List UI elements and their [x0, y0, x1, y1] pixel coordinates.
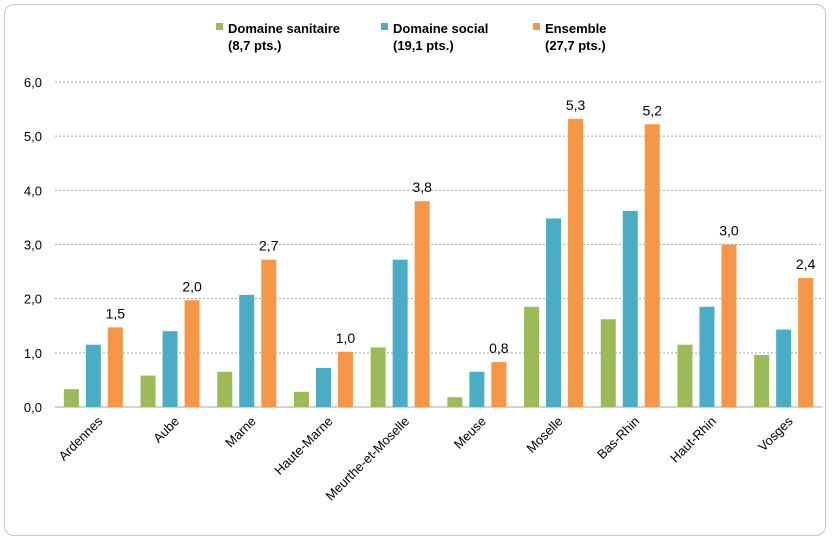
legend: Domaine sanitaire (8,7 pts.) Domaine socia…	[216, 21, 606, 53]
legend-label: Ensemble	[545, 21, 606, 36]
bar-domaine-social	[469, 371, 485, 407]
legend-sublabel: (8,7 pts.)	[228, 38, 281, 53]
x-tick-label: Haut-Rhin	[667, 414, 719, 466]
bar-ensemble	[184, 300, 200, 407]
bar-ensemble	[491, 362, 507, 407]
bar-domaine-social	[392, 259, 408, 407]
data-label: 1,0	[336, 330, 356, 346]
legend-swatch	[381, 23, 388, 30]
bar-domaine-sanitaire	[63, 389, 79, 407]
bar-ensemble	[261, 259, 277, 407]
x-tick-label: Meurthe-et-Moselle	[322, 414, 412, 504]
bar-domaine-social	[699, 306, 715, 407]
gridlines	[55, 81, 822, 408]
data-label: 3,8	[412, 179, 432, 195]
bar-ensemble	[414, 201, 430, 407]
data-label: 2,4	[796, 256, 816, 272]
y-tick-label: 6,0	[24, 75, 42, 90]
data-label: 3,0	[719, 223, 739, 239]
bar-domaine-sanitaire	[293, 391, 309, 407]
x-axis: Ardennes Aube Marne Haute-MarneMeurthe-et-M…	[56, 413, 797, 503]
y-tick-label: 4,0	[24, 183, 42, 198]
y-tick-label: 2,0	[24, 292, 42, 307]
legend-label: Domaine social	[393, 21, 488, 36]
data-label: 1,5	[106, 305, 126, 321]
legend-swatch	[533, 23, 540, 30]
y-axis: 0,0 1,0 2,0 3,0 4,0 5,0 6,0	[24, 75, 42, 415]
data-labels: 1,5 2,0 2,7 1,0 3,8 0,8 5,3 5,2 3,0 2,4	[106, 97, 816, 356]
x-tick-label: Marne	[222, 414, 259, 451]
bar-domaine-sanitaire	[524, 306, 540, 407]
legend-sublabel: (27,7 pts.)	[545, 38, 606, 53]
legend-label: Domaine sanitaire	[228, 21, 340, 36]
x-tick-label: Bas-Rhin	[594, 414, 642, 462]
bar-ensemble	[337, 351, 353, 407]
bar-domaine-social	[85, 344, 101, 407]
data-label: 2,0	[182, 278, 202, 294]
y-tick-label: 3,0	[24, 238, 42, 253]
data-label: 5,3	[566, 97, 586, 113]
bar-domaine-social	[162, 331, 178, 407]
y-tick-label: 0,0	[24, 400, 42, 415]
bar-domaine-sanitaire	[754, 355, 770, 407]
x-tick-label: Moselle	[523, 414, 565, 456]
bar-domaine-social	[546, 218, 562, 407]
bar-ensemble	[568, 118, 584, 407]
legend-swatch	[216, 23, 223, 30]
bar-domaine-sanitaire	[140, 375, 156, 407]
bar-domaine-social	[622, 210, 638, 407]
bar-ensemble	[798, 278, 814, 407]
data-label: 2,7	[259, 238, 279, 254]
bar-domaine-sanitaire	[217, 371, 233, 407]
bar-domaine-social	[315, 368, 331, 407]
x-tick-label: Meuse	[451, 414, 489, 452]
x-tick-label: Haute-Marne	[271, 414, 335, 478]
bar-domaine-sanitaire	[600, 319, 616, 407]
bar-ensemble	[644, 124, 660, 407]
bar-domaine-sanitaire	[677, 344, 693, 407]
y-tick-label: 1,0	[24, 346, 42, 361]
x-tick-label: Aube	[150, 414, 182, 446]
y-tick-label: 5,0	[24, 129, 42, 144]
x-tick-label: Ardennes	[56, 413, 106, 463]
data-label: 5,2	[643, 102, 663, 118]
bar-domaine-social	[239, 294, 255, 407]
bar-domaine-sanitaire	[370, 347, 386, 407]
bars	[63, 118, 814, 407]
bar-domaine-social	[776, 329, 792, 407]
x-tick-label: Vosges	[755, 413, 796, 454]
data-label: 0,8	[489, 340, 509, 356]
legend-sublabel: (19,1 pts.)	[393, 38, 454, 53]
bar-domaine-sanitaire	[447, 397, 463, 407]
bar-ensemble	[107, 327, 123, 407]
bar-ensemble	[721, 244, 737, 407]
